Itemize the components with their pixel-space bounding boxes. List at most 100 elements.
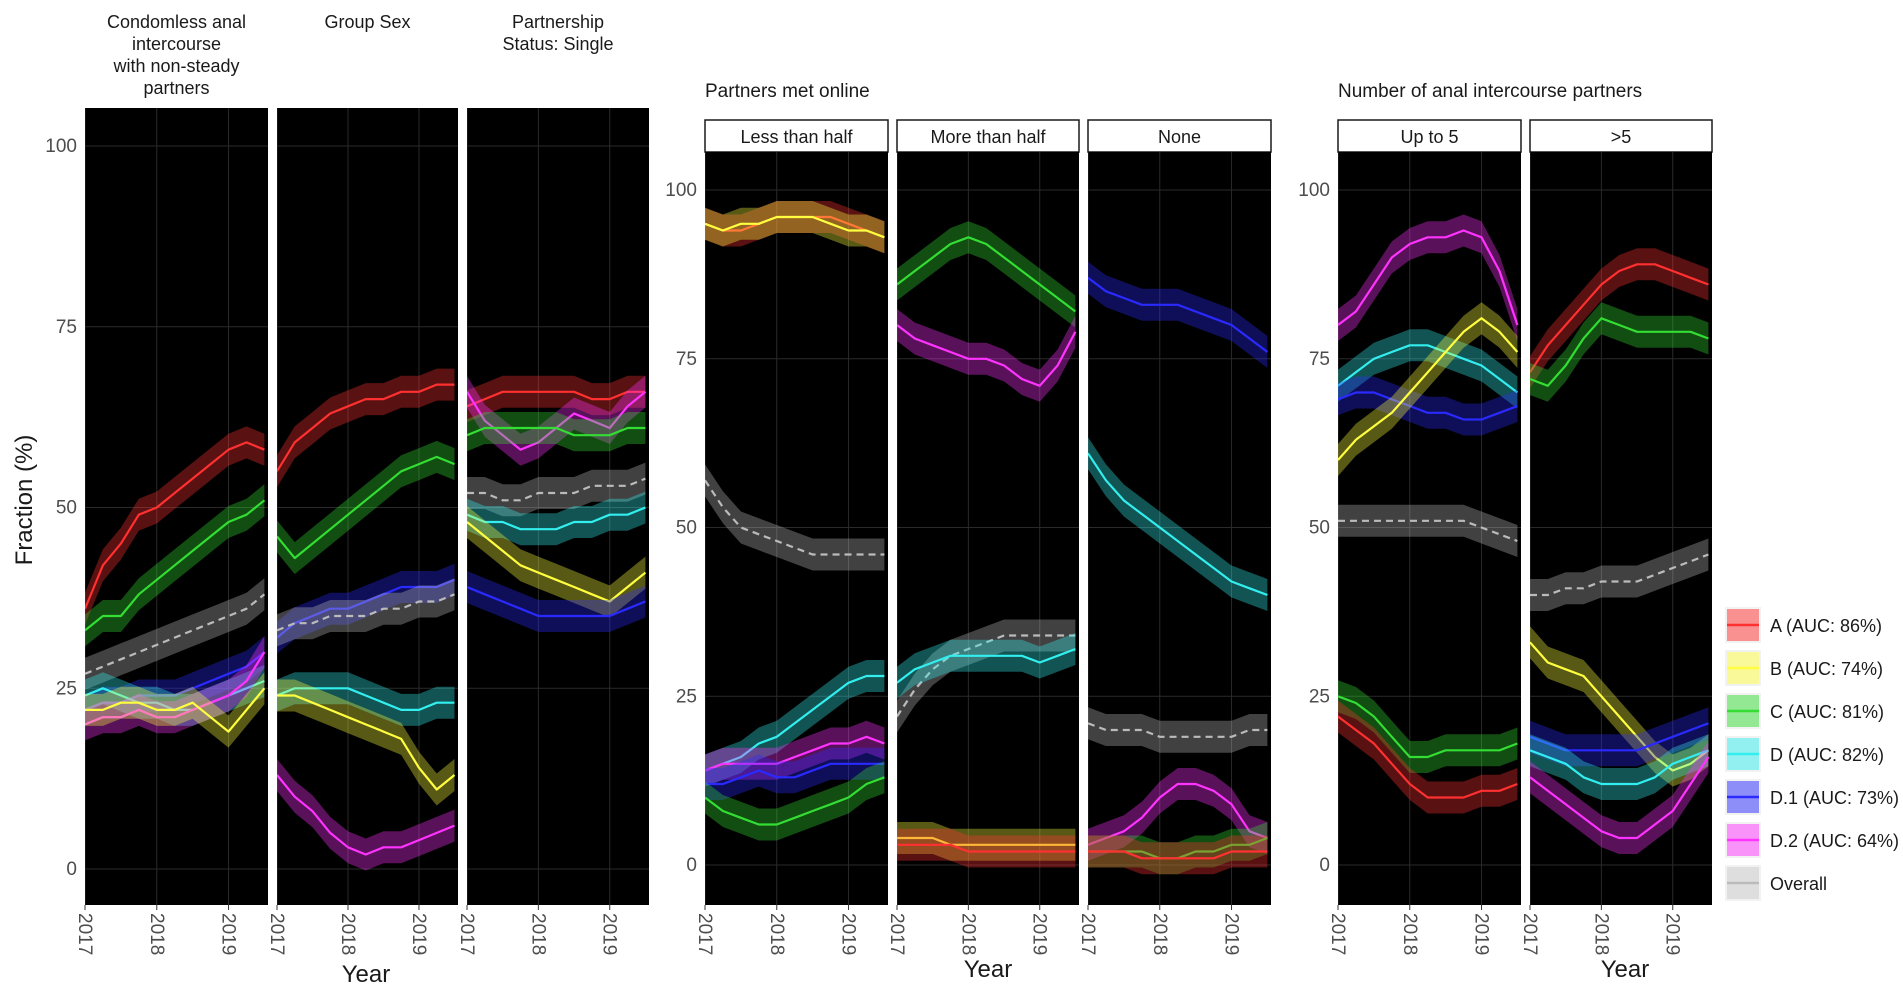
panel-series [1338,214,1519,814]
series-line-A [85,441,265,610]
ribbon-D1 [1530,707,1709,767]
panel-background [1088,152,1271,905]
panel-series [705,201,885,841]
x-tick-label: 2019 [218,913,239,955]
series-line-B [85,687,266,733]
facet-strip-label: None [1158,127,1201,147]
x-axis-title: Year [1601,956,1650,983]
ribbon-C [897,221,1076,328]
series-line-A [897,843,1076,853]
facet-strip-label: intercourse [132,34,221,54]
series-line-D [277,687,455,712]
x-tick-label: 2019 [1471,913,1492,955]
panel-series [1088,261,1269,875]
series-line-C [1338,695,1518,759]
y-tick-label: 100 [1298,180,1330,201]
x-tick-label: 2019 [838,913,859,955]
series-line-D [467,506,646,531]
series-line-C [705,776,885,826]
y-tick-label: 100 [45,136,77,157]
series-line-overall [705,479,885,556]
legend-key-overall [1725,865,1761,901]
legend: A (AUC: 86%) B (AUC: 74%) C (AUC: 81%) D (A… [1725,607,1899,901]
ribbon-overall [705,464,885,571]
y-tick-label: 25 [1309,686,1330,707]
series-line-D2 [1530,756,1710,840]
x-tick-label: 2017 [886,913,907,955]
facet-strip-label: Up to 5 [1400,127,1458,147]
series-line-D1 [277,578,455,639]
panel-1-0: Less than half 2017 2018 2019 [694,119,889,955]
series-line-C [1530,317,1709,387]
legend-label: C (AUC: 81%) [1770,702,1884,722]
x-tick-label: 2018 [1149,913,1170,955]
facet-strip-label: >5 [1611,127,1632,147]
ribbon-C [277,440,455,575]
panel-1-2: None 2017 2018 2019 [1077,119,1272,955]
x-tick-label: 2019 [408,913,429,955]
panel-series [897,221,1077,868]
series-line-D [1530,749,1709,786]
series-line-D [705,674,885,772]
facet-strip [704,119,889,153]
y-tick-label: 50 [1309,518,1330,539]
series-line-D2 [277,774,455,856]
ribbon-A [1530,248,1709,389]
series-line-B [277,694,456,791]
x-tick-label: 2017 [694,913,715,955]
series-line-overall [277,593,455,632]
x-tick-label: 2018 [766,913,787,955]
panel-series [467,375,647,632]
series-line-C [467,426,646,437]
series-line-D1 [1088,276,1269,353]
facet-strip [1529,119,1713,153]
facet-strip-label: Status: Single [502,34,613,54]
x-tick-label: 2018 [146,913,167,955]
panel-background [1530,152,1712,905]
x-tick-label: 2017 [1327,913,1348,955]
series-line-C [277,455,455,560]
x-tick-label: 2017 [456,913,477,955]
ribbon-A [467,375,646,423]
panel-background [897,152,1079,905]
ribbon-A [705,201,885,254]
ribbon-A [277,368,455,488]
panel-background [85,108,268,905]
ribbon-D2 [705,720,885,787]
ribbon-B [467,506,646,618]
y-tick-label: 25 [56,678,77,699]
group-title: Partners met online [705,81,870,102]
y-axis-title: Fraction (%) [11,435,38,566]
ribbon-C [1530,302,1709,402]
series-line-D2 [1338,229,1519,326]
group-title: Number of anal intercourse partners [1338,81,1642,102]
series-line-B [897,836,1076,846]
series-line-A [1530,263,1709,373]
ribbon-overall [85,578,265,690]
ribbon-B [705,201,885,254]
panel-2-1: >5 2017 2018 2019 [1519,119,1713,955]
x-tick-label: 2019 [1662,913,1683,955]
panel-0-1: Group Sex 2017 2018 2019 [266,12,458,955]
y-tick-label: 50 [56,498,77,519]
series-line-overall [85,593,266,675]
x-tick-label: 2017 [1519,913,1540,955]
series-line-D2 [705,735,885,772]
series-line-overall [467,477,646,502]
y-tick-label: 25 [676,686,697,707]
facet-strip-label: partners [143,78,209,98]
ribbon-overall [467,462,646,517]
panel-gridlines [897,152,1079,905]
ribbon-A [85,426,265,625]
series-line-overall [1530,553,1709,597]
series-line-D [897,647,1076,684]
legend-label: D (AUC: 82%) [1770,745,1884,765]
ribbon-D1 [1338,376,1518,436]
panel-background [277,108,458,905]
y-tick-label: 75 [676,349,697,370]
series-line-B [705,215,885,239]
legend-key-C [1725,693,1761,729]
legend-key-B [1725,650,1761,686]
ribbon-D [1530,734,1709,800]
